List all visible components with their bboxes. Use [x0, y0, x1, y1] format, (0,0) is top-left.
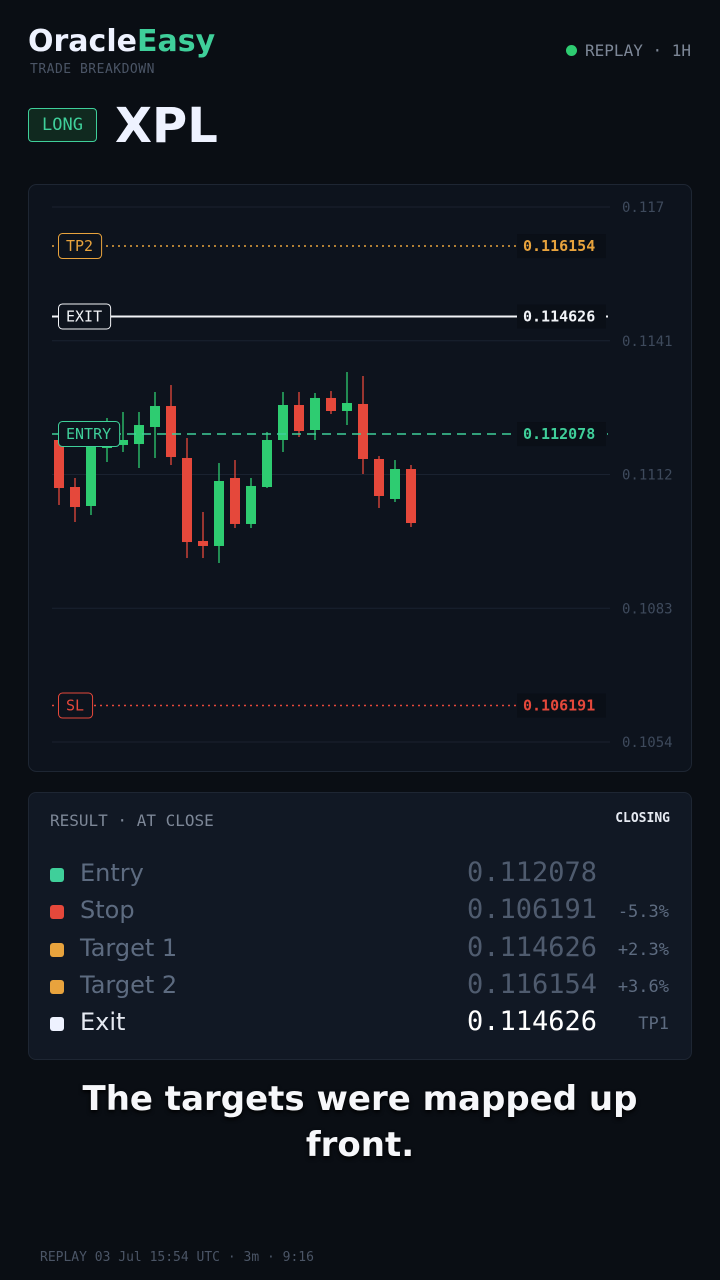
row-name: Target 2 — [80, 970, 178, 999]
level-value-box — [517, 422, 606, 447]
y-tick-label: 0.1083 — [622, 601, 673, 617]
candle-body — [390, 469, 400, 499]
candle-body — [278, 404, 288, 441]
level-value: 0.112078 — [523, 425, 595, 443]
result-title: RESULT · AT CLOSE — [50, 811, 214, 830]
level-label-box — [58, 233, 103, 260]
result-row: Stop 0.106191 -5.3% — [29, 894, 693, 930]
result-panel: RESULT · AT CLOSE CLOSING Entry 0.112078 S… — [28, 792, 692, 1060]
candle-body — [54, 440, 64, 489]
candle-body — [294, 404, 304, 432]
row-change: TP1 — [638, 1014, 669, 1035]
candle-body — [118, 440, 128, 445]
row-value: 0.114626 — [466, 931, 597, 963]
candle-body — [198, 541, 208, 546]
candle-body — [262, 440, 272, 487]
level-value-box — [517, 304, 606, 329]
row-value: 0.114626 — [466, 1006, 597, 1038]
candle-body — [134, 425, 144, 445]
candle-body — [342, 403, 352, 411]
brand: OracleEasy — [28, 24, 215, 59]
level-value: 0.116154 — [523, 237, 595, 255]
row-change: -5.3% — [617, 902, 669, 923]
level-tag: ENTRY — [58, 421, 121, 448]
row-change: +2.3% — [617, 939, 669, 960]
level-label: EXIT — [66, 307, 102, 325]
candle-body — [374, 459, 384, 496]
symbol: XPL — [115, 98, 218, 154]
candle-body — [326, 397, 336, 411]
level-label: ENTRY — [66, 425, 111, 443]
level-label-box — [58, 692, 94, 719]
result-row: Target 2 0.116154 +3.6% — [29, 969, 693, 1005]
level-value-box — [517, 234, 606, 259]
candle-body — [310, 397, 320, 430]
row-name: Target 1 — [80, 933, 178, 962]
candle-body — [166, 406, 176, 458]
result-row: Target 1 0.114626 +2.3% — [29, 932, 693, 968]
chart-panel — [28, 184, 692, 772]
level-value: 0.106191 — [523, 697, 595, 715]
status-text: REPLAY · 1H — [585, 41, 691, 60]
level-value: 0.114626 — [523, 307, 595, 325]
swatch — [50, 868, 64, 882]
candle-body — [150, 406, 160, 427]
result-row: Exit 0.114626 TP1 — [29, 1006, 693, 1042]
level-tag: TP2 — [58, 233, 103, 260]
swatch — [50, 1017, 64, 1032]
subtitle: TRADE BREAKDOWN — [30, 62, 155, 77]
chart: 0.117 0.1141 0.1112 0.1083 0.1054 TP2 0.116154… — [28, 184, 692, 772]
row-value: 0.112078 — [466, 857, 597, 888]
result-status: CLOSING — [615, 811, 670, 826]
candle-body — [182, 457, 192, 543]
candle-body — [406, 469, 416, 524]
swatch — [50, 979, 64, 994]
status: REPLAY · 1H — [566, 41, 691, 60]
row-name: Stop — [80, 896, 135, 925]
level-label: SL — [66, 697, 84, 715]
candle-body — [230, 478, 240, 524]
status-dot — [566, 45, 578, 56]
row-name: Entry — [80, 859, 144, 887]
level-label-box — [58, 303, 112, 330]
row-value: 0.106191 — [466, 894, 597, 926]
candle-body — [246, 485, 256, 524]
candle-body — [86, 447, 96, 507]
swatch — [50, 942, 64, 957]
row-name: Exit — [80, 1008, 126, 1037]
row-change: +3.6% — [617, 976, 669, 997]
brand-a: Oracle — [28, 24, 137, 59]
y-tick-label: 0.1141 — [622, 334, 673, 350]
result-row: Entry 0.112078 — [29, 857, 693, 893]
level-tag: EXIT — [58, 303, 112, 330]
level-tag: SL — [58, 692, 94, 719]
footer: REPLAY 03 Jul 15:54 UTC · 3m · 9:16 — [40, 1250, 314, 1265]
level-label: TP2 — [66, 237, 93, 255]
swatch — [50, 905, 64, 920]
side-badge: LONG — [28, 108, 97, 142]
caption: The targets were mapped up front. — [82, 1079, 638, 1165]
row-value: 0.116154 — [466, 968, 597, 1000]
candle-body — [358, 403, 368, 460]
candle-body — [214, 481, 224, 546]
y-tick-label: 0.117 — [622, 200, 664, 216]
y-tick-label: 0.1054 — [622, 735, 673, 751]
y-tick-label: 0.1112 — [622, 468, 673, 484]
candle-body — [70, 486, 80, 508]
brand-b: Easy — [136, 24, 216, 59]
level-value-box — [517, 693, 606, 718]
level-label-box — [58, 421, 121, 448]
